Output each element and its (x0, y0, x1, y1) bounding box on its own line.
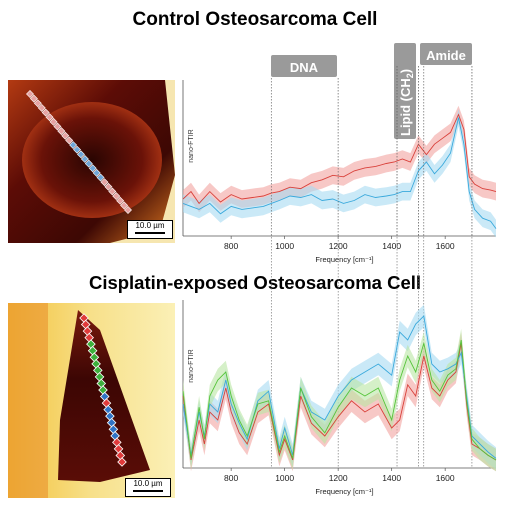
cisplatin-x-tick-label: 1600 (436, 473, 455, 483)
control-x-tick-label: 1000 (275, 241, 294, 251)
control-scan-point (112, 192, 121, 201)
cisplatin-scan-point (112, 437, 122, 448)
amide-region-label: Amide (426, 48, 466, 63)
control-scan-point (96, 173, 105, 182)
cisplatin-blue-band (183, 304, 496, 470)
cisplatin-x-axis-label: Frequency [cm⁻¹] (315, 487, 373, 496)
lipid-region-box (394, 43, 416, 139)
control-cell-image (8, 80, 175, 243)
cisplatin-scan-point (96, 378, 107, 389)
control-scan-point (88, 164, 97, 173)
control-scale-label: 10.0 µm (135, 221, 165, 230)
control-x-axis-label: Frequency [cm⁻¹] (315, 255, 373, 264)
control-x-tick-label: 800 (224, 241, 238, 251)
cisplatin-scan-point (94, 372, 105, 382)
control-scan-point (77, 150, 85, 159)
lipid-region-label: Lipid (CH2) (398, 69, 415, 136)
control-scan-point (26, 90, 34, 98)
cisplatin-scan-point (79, 313, 89, 323)
control-scan-point (61, 131, 70, 140)
control-scan-point (116, 196, 125, 205)
control-scan-point (124, 206, 132, 214)
cisplatin-spectrum-chart: 800 1000 1200 1400 1600 Frequency [cm⁻¹] nano-… (182, 66, 497, 496)
cisplatin-scan-point (87, 345, 98, 356)
cisplatin-scan-point (89, 352, 100, 363)
cisplatin-scan-point (93, 365, 103, 376)
control-scan-point (80, 155, 89, 163)
control-scan-point (108, 187, 117, 196)
cisplatin-scan-point (108, 424, 119, 435)
cisplatin-x-tick-label: 1200 (329, 473, 348, 483)
control-scan-point (69, 141, 78, 149)
control-scan-point (29, 94, 38, 103)
cisplatin-scale-label: 10.0 µm (133, 479, 163, 488)
control-scan-point (65, 136, 74, 145)
cisplatin-scan-point (101, 398, 112, 408)
cisplatin-scale-bar: 10.0 µm (125, 478, 171, 497)
control-y-axis-label: nano-FTIR (188, 129, 195, 162)
cisplatin-y-axis-label: nano-FTIR (188, 349, 195, 382)
cisplatin-scan-point (82, 326, 93, 336)
control-scan-point (33, 99, 42, 108)
cisplatin-scan-point (105, 411, 115, 421)
control-x-tick-label: 1400 (382, 241, 401, 251)
cisplatin-red-series (182, 343, 497, 461)
cisplatin-x-tick-label: 1000 (275, 473, 294, 483)
cisplatin-scan-line (79, 313, 127, 467)
cisplatin-scan-point (106, 417, 117, 428)
cisplatin-scan-point (99, 391, 110, 402)
control-scan-line (26, 90, 132, 214)
cisplatin-scan-point (84, 332, 94, 343)
control-scale-bar: 10.0 µm (127, 220, 173, 239)
spectral-regions: DNA Lipid (CH2) Amide (271, 43, 472, 139)
control-scan-point (73, 145, 81, 154)
cisplatin-scan-point (113, 444, 124, 454)
cisplatin-scan-point (91, 359, 101, 369)
control-scan-point (100, 178, 109, 187)
amide-region-box (420, 43, 472, 65)
control-scan-point (104, 182, 113, 191)
cisplatin-scan-point (110, 431, 120, 441)
cisplatin-x-tick-label: 800 (224, 473, 238, 483)
control-blue-band (183, 108, 496, 238)
cisplatin-scan-point (98, 385, 108, 395)
control-blue-series (182, 117, 497, 229)
dna-region-label: DNA (290, 60, 319, 75)
cisplatin-scan-point (86, 339, 96, 349)
control-scan-point (53, 122, 62, 131)
top-title: Control Osteosarcoma Cell (132, 9, 378, 30)
control-red-series (182, 113, 497, 205)
cisplatin-scan-point (117, 457, 127, 467)
cisplatin-scan-point (80, 319, 91, 330)
control-scan-point (41, 108, 50, 117)
cisplatin-x-tick-label: 1400 (382, 473, 401, 483)
control-scan-point (92, 168, 101, 177)
cisplatin-scale-line (133, 490, 163, 492)
control-x-tick-label: 1600 (436, 241, 455, 251)
control-scan-point (84, 159, 93, 168)
control-scan-point (45, 113, 54, 122)
control-scan-point (37, 103, 46, 112)
cisplatin-scan-point (115, 450, 126, 461)
control-scan-point (49, 117, 58, 126)
cisplatin-cell-image (8, 303, 175, 498)
cisplatin-green-series (182, 339, 497, 461)
control-scale-line (135, 232, 165, 234)
control-scan-point (120, 201, 129, 210)
control-scan-point (57, 127, 66, 136)
dna-region-box (271, 55, 337, 77)
cisplatin-blue-series (182, 315, 497, 459)
cisplatin-scan-point (103, 404, 113, 415)
